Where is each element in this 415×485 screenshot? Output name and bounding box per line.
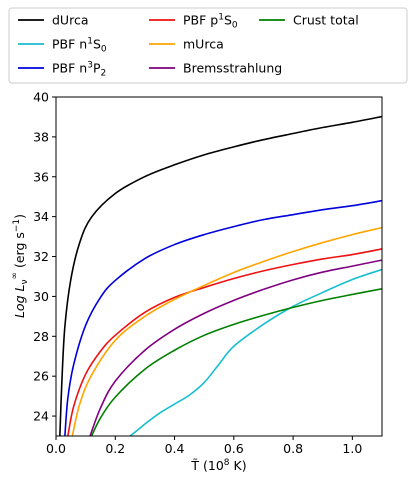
- x-tick-label: 0.6: [224, 441, 244, 456]
- legend-label-5: Bremsstrahlung: [183, 61, 282, 76]
- y-tick-label: 34: [33, 209, 49, 224]
- series-line-1: [129, 268, 382, 436]
- legend-label-3: PBF p1S0: [183, 13, 238, 31]
- x-tick-label: 0.4: [165, 441, 185, 456]
- x-tick-label: 0.8: [283, 441, 303, 456]
- y-tick-label: 24: [33, 409, 49, 424]
- legend: dUrca PBF n1S0 PBF n3P2 PBF p1S0 mUrca Bremss…: [8, 7, 408, 84]
- y-tick-label: 32: [33, 249, 49, 264]
- y-tick-label: 28: [33, 329, 49, 344]
- legend-label-1: PBF n1S0: [52, 37, 107, 55]
- x-tick-label: 0.2: [105, 441, 125, 456]
- series-line-5: [89, 259, 382, 436]
- legend-label-2: PBF n3P2: [52, 61, 106, 79]
- series-line-0: [59, 115, 382, 436]
- series-line-2: [64, 199, 382, 436]
- plot-area: [55, 96, 383, 437]
- series-line-6: [90, 288, 382, 436]
- legend-label-6: Crust total: [293, 13, 359, 28]
- y-tick-label: 38: [33, 129, 49, 144]
- y-tick-label: 40: [33, 90, 49, 105]
- legend-label-0: dUrca: [52, 13, 88, 28]
- legend-frame: [8, 7, 408, 84]
- legend-label-4: mUrca: [183, 37, 224, 52]
- y-axis-title: Log Lν∞ (erg s−1): [10, 214, 30, 318]
- y-tick-label: 26: [33, 369, 49, 384]
- y-axis: 24 26 28 30 32 34 36 38 40: [33, 90, 56, 424]
- x-axis: 0.0 0.2 0.4 0.6 0.8 1.0: [46, 436, 362, 456]
- series-line-4: [71, 226, 382, 436]
- y-tick-label: 30: [33, 289, 49, 304]
- y-tick-label: 36: [33, 169, 49, 184]
- x-tick-label: 1.0: [342, 441, 362, 456]
- x-tick-label: 0.0: [46, 441, 66, 456]
- x-axis-title: T̃ (108 K): [190, 458, 246, 473]
